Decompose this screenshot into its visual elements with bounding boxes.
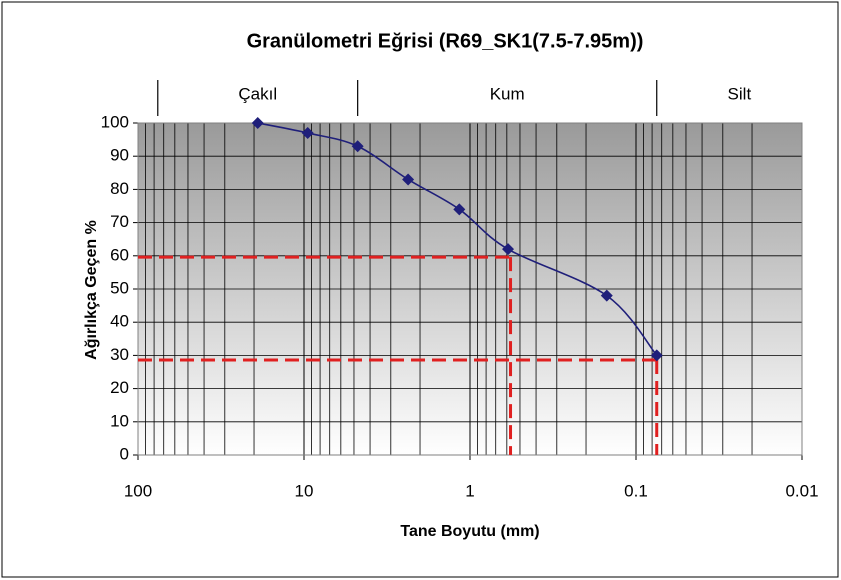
data-line	[257, 122, 658, 356]
y-tick-label: 20	[110, 378, 129, 397]
y-tick-label: 40	[110, 312, 129, 331]
band-label: Kum	[490, 84, 525, 103]
band-label: Silt	[728, 84, 752, 103]
x-tick-label: 1	[465, 481, 474, 500]
x-axis-label: Tane Boyutu (mm)	[400, 523, 539, 540]
data-point	[453, 203, 466, 216]
data-point	[251, 117, 264, 129]
y-tick-label: 0	[120, 444, 129, 463]
data-point	[402, 173, 415, 186]
y-tick-label: 70	[110, 212, 129, 231]
y-axis-label: Ağırlıkça Geçen %	[83, 220, 100, 360]
data-point	[502, 243, 515, 256]
data-point	[650, 349, 663, 362]
plot-border	[137, 122, 803, 456]
x-tick-label: 100	[124, 481, 152, 500]
x-tick-label: 10	[295, 481, 314, 500]
data-point	[600, 289, 613, 302]
chart-title: Granülometri Eğrisi (R69_SK1(7.5-7.95m))	[247, 30, 644, 52]
y-tick-label: 80	[110, 179, 129, 198]
y-tick-label: 100	[101, 112, 129, 131]
y-tick-label: 50	[110, 278, 129, 297]
data-point	[301, 126, 314, 139]
band-label: Çakıl	[238, 84, 277, 103]
x-tick-label: 0.1	[624, 481, 648, 500]
y-tick-label: 30	[110, 345, 129, 364]
y-tick-label: 60	[110, 245, 129, 264]
data-point	[351, 140, 364, 153]
y-tick-label: 90	[110, 146, 129, 165]
x-tick-label: 0.01	[785, 481, 818, 500]
y-tick-label: 10	[110, 411, 129, 430]
